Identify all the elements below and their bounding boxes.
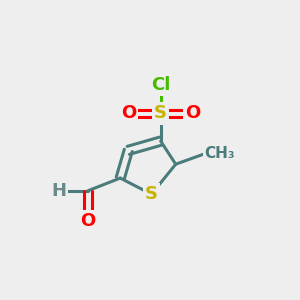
Text: H: H bbox=[51, 182, 66, 200]
Text: S: S bbox=[154, 104, 167, 122]
Text: O: O bbox=[80, 212, 95, 230]
Text: Cl: Cl bbox=[151, 76, 170, 94]
Text: O: O bbox=[185, 104, 201, 122]
Text: CH₃: CH₃ bbox=[205, 146, 235, 161]
Text: O: O bbox=[121, 104, 136, 122]
Text: S: S bbox=[145, 185, 158, 203]
